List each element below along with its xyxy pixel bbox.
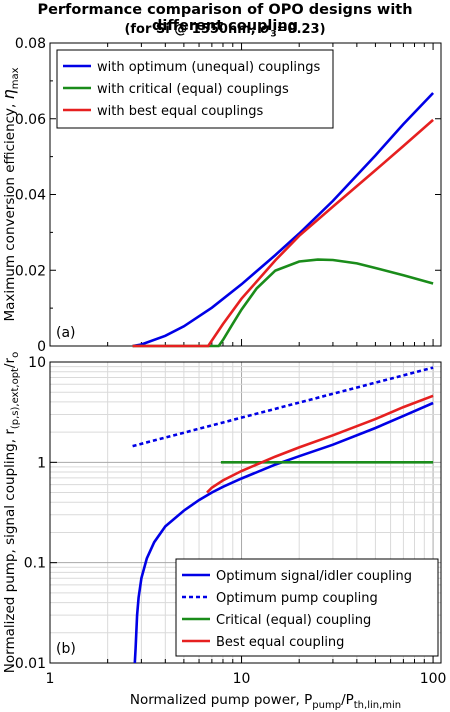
y-tick-label-a: 0.04 [15,188,46,204]
legend-a-label-2: with best equal couplings [97,104,263,119]
panel-label-a: (a) [56,325,76,341]
subtitle-sigma: σ [260,22,271,37]
series-b-line-0 [133,401,434,663]
shared-x-axis: 1 10 100 Normalized pump power, Ppump/Pth,l… [46,671,447,711]
legend-a-label-0: with optimum (unequal) couplings [97,60,320,75]
legend-a-box [56,49,334,129]
x-tick-label: 10 [233,671,251,687]
y-axis-label-a: Maximum conversion efficiency, ηmax [0,67,21,321]
series-a-line-0 [132,92,435,348]
series-a-line-1 [132,258,434,348]
panel-b: 0.01 0.1 1 10 (b) Optimum signal/idler coupli… [2,352,442,673]
subtitle-sigma-sub: 3 [270,29,277,40]
series-b-line-3 [206,394,434,494]
legend-b-label-1: Optimum pump coupling [216,591,378,606]
subtitle-suffix: =0.23) [276,22,326,37]
x-tick-label: 1 [46,671,55,687]
panel-a: 0 0.02 0.04 0.06 0.08 (a) with optimum (unequa… [0,36,442,355]
legend-b-label-2: Critical (equal) coupling [216,613,371,628]
y-tick-label-b: 0.01 [15,656,46,672]
panel-label-b: (b) [56,641,76,657]
plot-frame-b [49,361,442,664]
series-b-line-1 [132,366,434,448]
legend-b-label-3: Best equal coupling [216,635,344,650]
figure-title: Performance comparison of OPO designs wi… [37,2,413,34]
subtitle-prefix: (for Si @ 1550nm, [124,22,261,37]
legend-b-box [175,558,439,657]
y-tick-label-b: 0.1 [24,556,46,572]
x-axis-label: Normalized pump power, Ppump/Pth,lin,min [130,692,401,711]
y-tick-label-b: 10 [28,355,46,371]
y-tick-label-a: 0.02 [15,263,46,279]
y-tick-label-a: 0.06 [15,112,46,128]
figure-subtitle: (for Si @ 1550nm, σ3=0.23) [0,22,450,40]
y-tick-label-a: 0.08 [15,36,46,52]
y-axis-label-b: Normalized pump, signal coupling, r(p,s)… [2,352,21,673]
y-tick-label-b: 1 [37,455,46,471]
series-a-line-2 [132,118,434,348]
y-tick-label-a: 0 [37,339,46,355]
x-tick-label: 100 [420,671,447,687]
legend-b-label-0: Optimum signal/idler coupling [216,569,412,584]
legend-a-label-1: with critical (equal) couplings [97,82,289,97]
